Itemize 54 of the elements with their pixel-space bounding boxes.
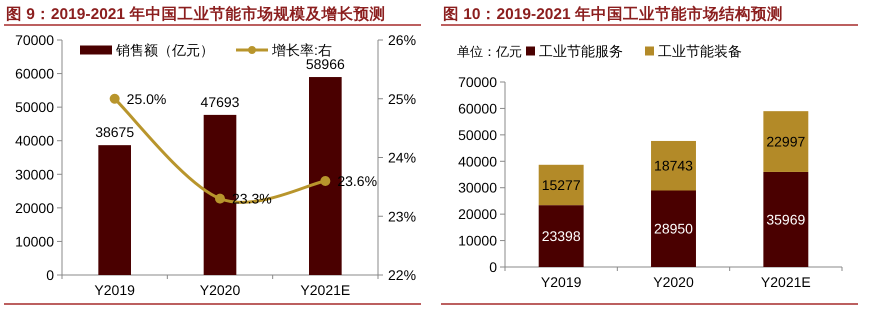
x-tick-label: Y2020: [200, 282, 240, 298]
text: 单位：亿元: [457, 44, 522, 59]
point: [215, 194, 225, 204]
data-label: 47693: [200, 94, 240, 110]
y2-tick-label: 24%: [388, 150, 416, 166]
y-tick-label: 40000: [458, 153, 498, 170]
x-tick-label: Y2021E: [300, 282, 350, 298]
y-tick-label: 70000: [458, 74, 498, 90]
y-tick-label: 10000: [458, 232, 498, 249]
point: [320, 176, 330, 186]
y2-tick-label: 26%: [388, 32, 416, 48]
bar: [651, 140, 696, 190]
y2-tick-label: 25%: [388, 90, 416, 107]
data-label: 15277: [542, 176, 581, 193]
point: [110, 94, 120, 104]
y-tick-label: 30000: [15, 166, 54, 182]
bar: [763, 111, 808, 172]
data-label: 38675: [95, 124, 134, 140]
y-tick-label: 60000: [458, 100, 498, 116]
legend-label: 增长率:右: [271, 42, 332, 58]
y-tick-label: 20000: [15, 200, 54, 216]
bar: [98, 145, 131, 275]
x-tick-label: Y2019: [540, 274, 582, 290]
data-label: 58966: [306, 56, 346, 72]
y-tick-label: 0: [46, 267, 54, 283]
legend-label: 工业节能装备: [658, 43, 742, 59]
data-label: 35969: [766, 211, 806, 228]
x-tick-label: Y2019: [94, 282, 136, 298]
x-tick-label: Y2021E: [760, 274, 811, 290]
legend-label: 工业节能服务: [539, 43, 623, 59]
y-tick-label: 20000: [458, 206, 498, 222]
data-label: 22997: [766, 134, 806, 150]
bar: [763, 172, 808, 267]
y-tick-label: 50000: [458, 126, 498, 143]
y2-tick-label: 23%: [388, 208, 416, 224]
y-tick-label: 0: [489, 259, 498, 275]
bar: [538, 205, 584, 267]
y2-tick-label: 22%: [388, 267, 416, 283]
data-label: 18743: [654, 158, 694, 174]
bar: [538, 164, 584, 206]
chart-title: 图 10：2019-2021 年中国工业节能市场结构预测: [443, 5, 783, 23]
data-label: 25.0%: [126, 90, 166, 107]
data-label: 28950: [654, 220, 694, 237]
data-label: 23398: [542, 228, 581, 244]
y-tick-label: 40000: [15, 132, 54, 149]
y-tick-label: 60000: [15, 66, 54, 82]
y-tick-label: 10000: [15, 233, 54, 250]
bar: [651, 190, 696, 267]
y-tick-label: 50000: [15, 99, 54, 116]
x-tick-label: Y2020: [653, 274, 694, 290]
y-tick-label: 70000: [15, 32, 54, 48]
chart-title: 图 9：2019-2021 年中国工业节能市场规模及增长预测: [6, 5, 386, 23]
y-tick-label: 30000: [458, 180, 498, 196]
legend-label: 销售额（亿元）: [115, 42, 214, 58]
